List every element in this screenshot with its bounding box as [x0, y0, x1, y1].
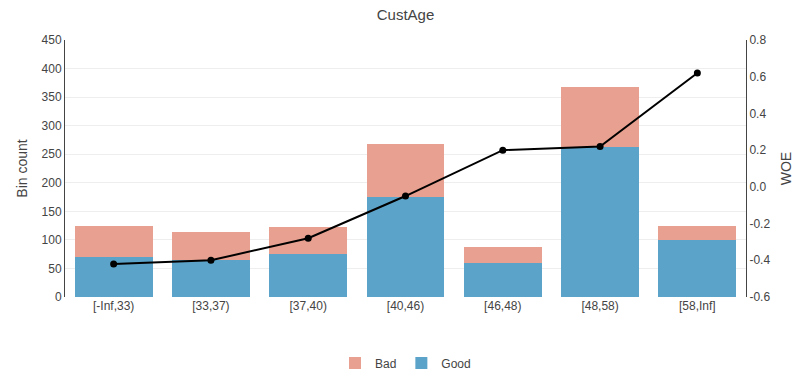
svg-text:50: 50 [48, 262, 62, 276]
svg-text:200: 200 [42, 176, 62, 190]
svg-text:Bin count: Bin count [14, 139, 30, 197]
svg-text:-0.6: -0.6 [749, 290, 770, 304]
svg-text:[33,37): [33,37) [192, 299, 229, 313]
svg-text:350: 350 [42, 90, 62, 104]
svg-text:100: 100 [42, 233, 62, 247]
svg-text:[58,Inf]: [58,Inf] [679, 299, 716, 313]
svg-text:250: 250 [42, 147, 62, 161]
svg-text:0.8: 0.8 [749, 33, 766, 47]
svg-text:0.6: 0.6 [749, 70, 766, 84]
svg-text:0.0: 0.0 [749, 180, 766, 194]
svg-text:Bad: Bad [375, 357, 396, 371]
svg-text:400: 400 [42, 62, 62, 76]
svg-text:[37,40): [37,40) [290, 299, 327, 313]
svg-text:WOE: WOE [778, 152, 794, 185]
svg-text:0: 0 [55, 290, 62, 304]
svg-text:450: 450 [42, 33, 62, 47]
svg-text:[46,48): [46,48) [484, 299, 521, 313]
svg-text:[-Inf,33): [-Inf,33) [93, 299, 134, 313]
svg-text:150: 150 [42, 205, 62, 219]
svg-text:Good: Good [441, 357, 470, 371]
svg-text:[40,46): [40,46) [387, 299, 424, 313]
svg-text:-0.2: -0.2 [749, 217, 770, 231]
svg-text:CustAge: CustAge [377, 6, 435, 23]
svg-text:0.2: 0.2 [749, 143, 766, 157]
svg-text:300: 300 [42, 119, 62, 133]
svg-text:-0.4: -0.4 [749, 253, 770, 267]
svg-text:0.4: 0.4 [749, 107, 766, 121]
svg-text:[48,58): [48,58) [581, 299, 618, 313]
